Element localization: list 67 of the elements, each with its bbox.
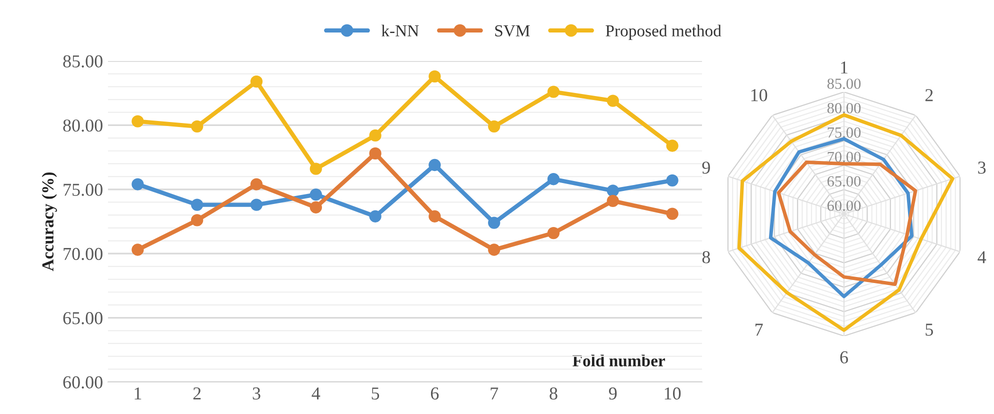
x-tick-label: 8 — [550, 387, 558, 400]
point — [132, 244, 144, 256]
x-tick-label: 3 — [252, 387, 260, 400]
y-axis-title: Accuracy (%) — [42, 172, 57, 272]
point — [488, 244, 500, 256]
spoke-label: 6 — [840, 351, 848, 364]
point — [488, 120, 500, 133]
x-tick-label: 4 — [312, 388, 320, 400]
spoke-label: 5 — [926, 324, 933, 336]
point — [191, 120, 204, 133]
x-axis-title: Fold number — [572, 354, 666, 366]
point — [191, 198, 204, 211]
point — [547, 86, 560, 98]
y-tick-label: 60.00 — [827, 200, 861, 211]
x-tick-label: 10 — [664, 387, 681, 400]
point — [310, 188, 322, 201]
legend-label: k-NN — [381, 24, 419, 36]
y-tick-label: 85.00 — [63, 55, 102, 68]
point — [666, 208, 678, 220]
x-tick-label: 5 — [372, 388, 380, 400]
y-tick-label: 70.00 — [828, 152, 861, 162]
spoke-label: 7 — [755, 324, 763, 336]
y-tick-label: 75.00 — [64, 184, 102, 196]
y-tick-label: 65.00 — [63, 312, 102, 324]
legend-label: Proposed method — [606, 24, 722, 40]
point — [250, 75, 263, 88]
point — [428, 158, 441, 172]
y-tick-label: 80.00 — [827, 102, 861, 114]
point — [191, 214, 204, 226]
spoke-label: 2 — [925, 89, 933, 102]
y-tick-label: 85.00 — [827, 78, 861, 89]
point — [666, 140, 678, 152]
point — [428, 70, 441, 82]
point — [310, 201, 322, 214]
point — [428, 210, 441, 222]
point — [666, 174, 678, 186]
y-tick-label: 80.00 — [63, 119, 102, 132]
point — [606, 194, 619, 208]
y-tick-label: 60.00 — [63, 376, 102, 389]
point — [369, 147, 382, 160]
x-tick-label: 1 — [134, 387, 142, 400]
y-tick-label: 65.00 — [827, 176, 861, 187]
point — [132, 115, 144, 128]
point — [310, 162, 322, 175]
point — [547, 173, 560, 186]
spoke-label: 3 — [978, 162, 986, 174]
spoke-label: 4 — [978, 251, 986, 264]
x-tick-label: 2 — [193, 387, 201, 400]
spoke-label: 10 — [751, 89, 768, 102]
point — [369, 129, 382, 142]
legend-label: SVM — [495, 25, 530, 37]
point — [369, 210, 382, 222]
point — [606, 94, 619, 107]
y-tick-label: 75.00 — [828, 127, 861, 138]
point — [132, 178, 144, 190]
point — [606, 184, 619, 197]
x-tick-label: 9 — [608, 387, 617, 400]
x-tick-label: 6 — [430, 387, 439, 400]
point — [250, 198, 263, 211]
spoke-label: 1 — [841, 62, 848, 74]
point — [547, 226, 560, 240]
point — [250, 178, 263, 190]
spoke-label: 9 — [702, 162, 710, 174]
spoke-label: 8 — [702, 251, 710, 264]
x-tick-label: 7 — [490, 388, 498, 400]
y-tick-label: 70.00 — [64, 248, 102, 260]
point — [488, 216, 500, 229]
